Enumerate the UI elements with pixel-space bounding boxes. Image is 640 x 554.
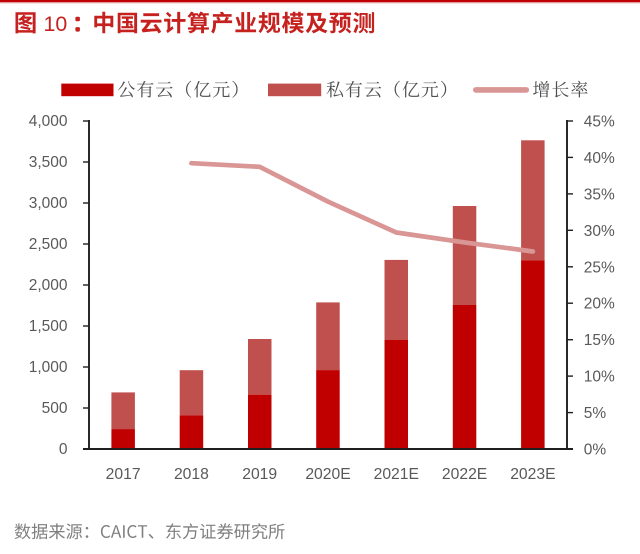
svg-text:2022E: 2022E (442, 466, 487, 483)
svg-text:2,000: 2,000 (29, 277, 68, 294)
svg-text:500: 500 (42, 400, 68, 417)
svg-text:2,500: 2,500 (29, 236, 68, 253)
svg-text:20%: 20% (584, 296, 615, 313)
svg-text:2019: 2019 (242, 466, 277, 483)
svg-text:0%: 0% (584, 442, 607, 459)
svg-text:10: 10 (44, 12, 68, 36)
svg-text:40%: 40% (584, 150, 615, 167)
svg-text:2020E: 2020E (305, 466, 350, 483)
svg-text:1,500: 1,500 (29, 318, 68, 335)
svg-text:45%: 45% (584, 114, 615, 131)
svg-text:2018: 2018 (174, 466, 209, 483)
svg-text:3,500: 3,500 (29, 154, 68, 171)
svg-text:3,000: 3,000 (29, 195, 68, 212)
svg-text:2023E: 2023E (510, 466, 555, 483)
svg-text:35%: 35% (584, 186, 615, 203)
svg-text:10%: 10% (584, 369, 615, 386)
svg-text:15%: 15% (584, 332, 615, 349)
svg-text:2021E: 2021E (374, 466, 419, 483)
svg-text:4,000: 4,000 (29, 113, 68, 130)
svg-text:25%: 25% (584, 259, 615, 276)
svg-text:2017: 2017 (106, 466, 141, 483)
svg-text:0: 0 (59, 441, 68, 458)
svg-text:1,000: 1,000 (29, 359, 68, 376)
svg-text:30%: 30% (584, 223, 615, 240)
svg-text:5%: 5% (584, 405, 607, 422)
